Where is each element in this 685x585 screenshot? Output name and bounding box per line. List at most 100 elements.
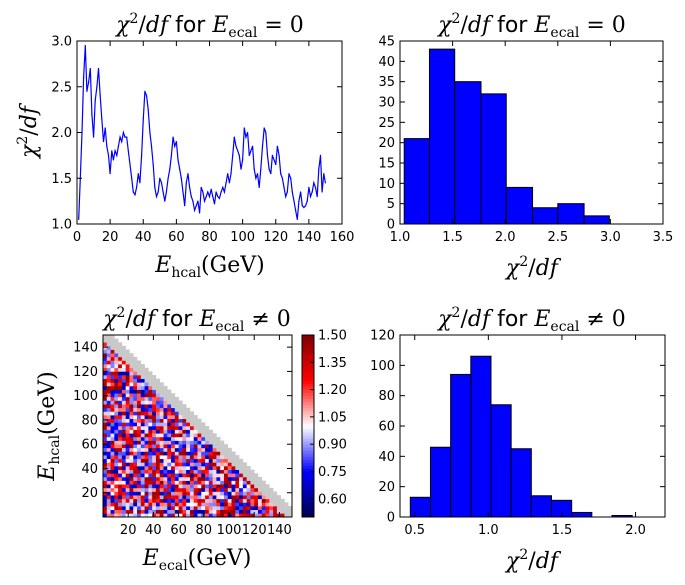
colorbar-segment — [302, 507, 314, 512]
heatmap-cell — [140, 451, 145, 456]
heatmap-cell — [205, 433, 210, 438]
heatmap-cell — [235, 495, 240, 500]
data-point — [154, 186, 156, 188]
data-point — [210, 188, 212, 190]
heatmap-cell — [178, 495, 183, 500]
heatmap-cell — [235, 455, 240, 460]
heatmap-cell — [103, 411, 108, 416]
heatmap-cell — [246, 484, 251, 489]
heatmap-cell — [197, 444, 202, 449]
heatmap-cell — [242, 473, 247, 478]
heatmap-cell — [133, 364, 138, 369]
heatmap-cell — [246, 466, 251, 470]
x-tick-label: 100 — [217, 523, 242, 538]
heatmap-cell — [212, 469, 217, 474]
heatmap-cell — [110, 338, 115, 343]
heatmap-cell — [148, 400, 153, 405]
chart-title: χ2/df for Eecal ≠ 0 — [101, 305, 291, 335]
heatmap-cell — [155, 447, 160, 452]
heatmap-cell — [133, 455, 138, 460]
heatmap-cell — [144, 400, 149, 405]
x-tick-label: 1.0 — [390, 230, 411, 245]
heatmap-cell — [167, 440, 172, 445]
data-point — [263, 127, 265, 129]
heatmap-cell — [152, 451, 157, 456]
heatmap-cell — [103, 407, 108, 412]
heatmap-cell — [178, 444, 183, 449]
heatmap-cell — [178, 455, 183, 460]
heatmap-cell — [231, 469, 236, 474]
y-axis-label: χ2/df — [15, 102, 42, 160]
heatmap-cell — [125, 353, 130, 358]
heatmap-cell — [193, 495, 198, 500]
heatmap-cell — [159, 469, 164, 474]
heatmap-cell — [174, 462, 179, 467]
data-point — [291, 191, 293, 193]
heatmap-cell — [140, 436, 145, 441]
heatmap-cell — [171, 451, 176, 456]
heatmap-cell — [235, 513, 240, 518]
data-point — [89, 67, 91, 70]
heatmap-cell — [103, 487, 108, 492]
heatmap-cell — [235, 469, 240, 474]
histogram-bar — [490, 404, 512, 518]
heatmap-cell — [148, 513, 153, 518]
heatmap-cell — [163, 480, 168, 485]
heatmap-cell — [182, 506, 187, 511]
heatmap-cell — [167, 411, 172, 416]
heatmap-cell — [223, 506, 229, 511]
heatmap-cell — [174, 498, 179, 503]
heatmap-cell — [205, 466, 210, 470]
heatmap-cell — [265, 487, 270, 492]
heatmap-cell — [250, 469, 255, 474]
heatmap-cell — [118, 364, 123, 369]
heatmap-cell — [140, 484, 145, 489]
heatmap-cell — [103, 364, 108, 369]
histogram-bar — [428, 48, 456, 225]
heatmap-cell — [227, 469, 232, 474]
heatmap-cell — [137, 375, 142, 379]
colorbar-segment — [302, 335, 314, 339]
heatmap-cell — [242, 476, 247, 481]
heatmap-cell — [125, 422, 130, 427]
heatmap-cell — [223, 473, 229, 478]
heatmap-cell — [103, 436, 108, 441]
colorbar-segment — [302, 398, 314, 403]
heatmap-cell — [205, 455, 210, 460]
heatmap-cell — [114, 455, 119, 460]
chart-title: χ2/df for Eecal ≠ 0 — [436, 305, 626, 335]
heatmap-cell — [103, 495, 108, 500]
heatmap-cell — [125, 444, 130, 449]
heatmap-cell — [137, 411, 142, 416]
colorbar-segment — [302, 362, 314, 366]
heatmap-cell — [174, 447, 179, 452]
heatmap-cell — [155, 382, 160, 387]
heatmap-cell — [110, 513, 115, 518]
data-point — [265, 131, 267, 134]
data-point — [276, 145, 279, 147]
heatmap-cell — [106, 367, 111, 372]
heatmap-cell — [186, 491, 191, 496]
heatmap-cell — [144, 404, 149, 409]
heatmap-cell — [216, 436, 221, 441]
heatmap-cell — [220, 484, 225, 489]
heatmap-cell — [205, 484, 210, 489]
heatmap-cell — [193, 480, 198, 485]
heatmap-cell — [155, 498, 160, 503]
heatmap-cell — [193, 484, 198, 489]
heatmap-cell — [121, 495, 126, 500]
heatmap-cell — [163, 462, 168, 467]
heatmap-cell — [106, 353, 111, 358]
heatmap-cell — [171, 396, 176, 401]
heatmap-cell — [269, 491, 274, 496]
heatmap-cell — [137, 506, 142, 511]
heatmap-cell — [129, 375, 134, 379]
heatmap-cell — [137, 509, 142, 514]
heatmap-cell — [201, 422, 206, 427]
heatmap-cell — [137, 473, 142, 478]
data-point — [258, 186, 260, 188]
heatmap-cell — [242, 491, 247, 496]
heatmap-cell — [167, 466, 172, 470]
data-point — [104, 127, 106, 129]
heatmap-cell — [110, 491, 115, 496]
